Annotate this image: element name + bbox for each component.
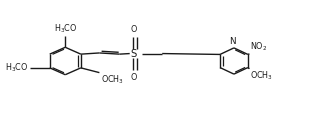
Text: H$_3$CO: H$_3$CO [5, 62, 28, 74]
Text: O: O [130, 73, 137, 82]
Text: S: S [130, 49, 137, 59]
Text: H$_3$CO: H$_3$CO [53, 23, 77, 35]
Text: N: N [230, 37, 236, 46]
Text: O: O [130, 25, 137, 35]
Text: OCH$_3$: OCH$_3$ [251, 69, 273, 82]
Text: NO$_2$: NO$_2$ [251, 41, 268, 53]
Text: OCH$_3$: OCH$_3$ [101, 73, 124, 86]
